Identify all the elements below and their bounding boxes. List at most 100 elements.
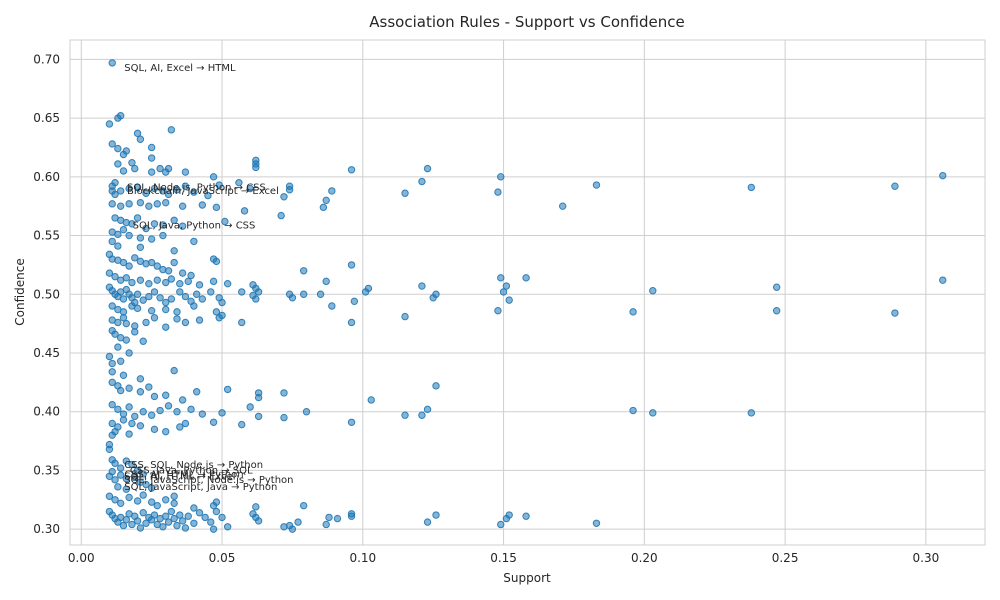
data-point [170, 366, 178, 375]
data-point [167, 295, 176, 303]
data-point [105, 352, 114, 361]
data-point [122, 457, 131, 465]
data-point [212, 507, 221, 516]
data-point [128, 419, 136, 428]
data-point [125, 430, 133, 438]
data-point [139, 509, 147, 517]
data-point [322, 196, 330, 205]
data-point [280, 389, 288, 397]
data-point [133, 517, 142, 525]
data-point [128, 220, 136, 228]
data-point [122, 147, 131, 155]
data-point [347, 261, 356, 269]
data-point [131, 164, 139, 173]
data-point [105, 492, 114, 500]
data-point [288, 525, 297, 533]
data-point [164, 267, 173, 275]
data-point [195, 281, 204, 289]
data-point [178, 222, 187, 230]
x-tick-label: 0.30 [913, 551, 940, 565]
data-point [139, 337, 147, 345]
x-tick-label: 0.20 [631, 551, 658, 565]
data-point [133, 497, 142, 505]
data-point [114, 318, 122, 327]
data-point [108, 200, 116, 208]
y-tick-label: 0.40 [33, 405, 60, 419]
data-point [164, 164, 173, 173]
data-point [136, 375, 145, 383]
data-point [209, 277, 218, 286]
data-point [147, 168, 156, 176]
y-tick-label: 0.50 [33, 287, 60, 301]
data-point [162, 305, 170, 314]
data-point [136, 234, 145, 242]
data-point [294, 518, 302, 526]
data-point [215, 181, 223, 189]
data-point [299, 267, 308, 275]
data-point [116, 471, 125, 479]
data-point [105, 269, 114, 277]
data-point [423, 164, 432, 173]
data-point [145, 383, 153, 391]
data-point [505, 511, 513, 519]
data-point [122, 485, 131, 493]
data-point [122, 336, 131, 344]
data-point [499, 288, 508, 296]
data-point [891, 309, 899, 317]
data-point [223, 385, 232, 394]
data-point [139, 491, 147, 499]
data-point [328, 187, 336, 195]
data-point [136, 198, 145, 207]
data-point [223, 279, 232, 288]
data-point [153, 501, 161, 510]
data-point [136, 422, 145, 430]
data-point [170, 258, 178, 267]
data-point [111, 190, 119, 199]
rule-annotation: SQL, JavaScript, Java → Python [124, 482, 277, 493]
data-point [181, 318, 190, 327]
y-axis-label: Confidence [13, 258, 27, 325]
data-point [333, 514, 342, 523]
data-point [116, 386, 125, 395]
rule-annotation: SQL, Java, Python → CSS [133, 220, 256, 231]
data-point [319, 203, 328, 212]
data-point [170, 499, 178, 508]
data-point [207, 518, 215, 526]
data-point [108, 419, 116, 428]
data-point [111, 272, 119, 281]
data-point [164, 518, 173, 526]
data-point [136, 388, 145, 396]
data-point [133, 290, 142, 298]
data-point [350, 297, 359, 306]
x-tick-label: 0.00 [68, 551, 95, 565]
data-point [131, 254, 139, 262]
data-point [142, 318, 150, 327]
x-tick-label: 0.15 [490, 551, 517, 565]
data-point [218, 409, 226, 417]
data-point [145, 202, 153, 210]
data-point [252, 503, 260, 511]
data-point [190, 188, 198, 196]
y-tick-label: 0.30 [33, 522, 60, 536]
data-point [192, 290, 201, 298]
data-point [772, 307, 781, 315]
data-point [367, 396, 375, 404]
data-point [156, 406, 164, 415]
data-point [128, 278, 136, 287]
data-point [156, 294, 164, 302]
data-point [522, 512, 530, 520]
data-point [649, 409, 657, 417]
data-point [215, 314, 223, 322]
data-point [347, 166, 356, 174]
data-point [322, 520, 330, 529]
data-point [209, 418, 218, 426]
data-point [108, 59, 116, 67]
data-point [147, 258, 156, 267]
data-point [285, 186, 294, 194]
data-point [114, 405, 122, 414]
data-point [347, 512, 356, 520]
data-point [125, 384, 133, 392]
data-point [176, 279, 184, 288]
data-point [167, 126, 176, 134]
y-tick-label: 0.55 [33, 229, 60, 243]
